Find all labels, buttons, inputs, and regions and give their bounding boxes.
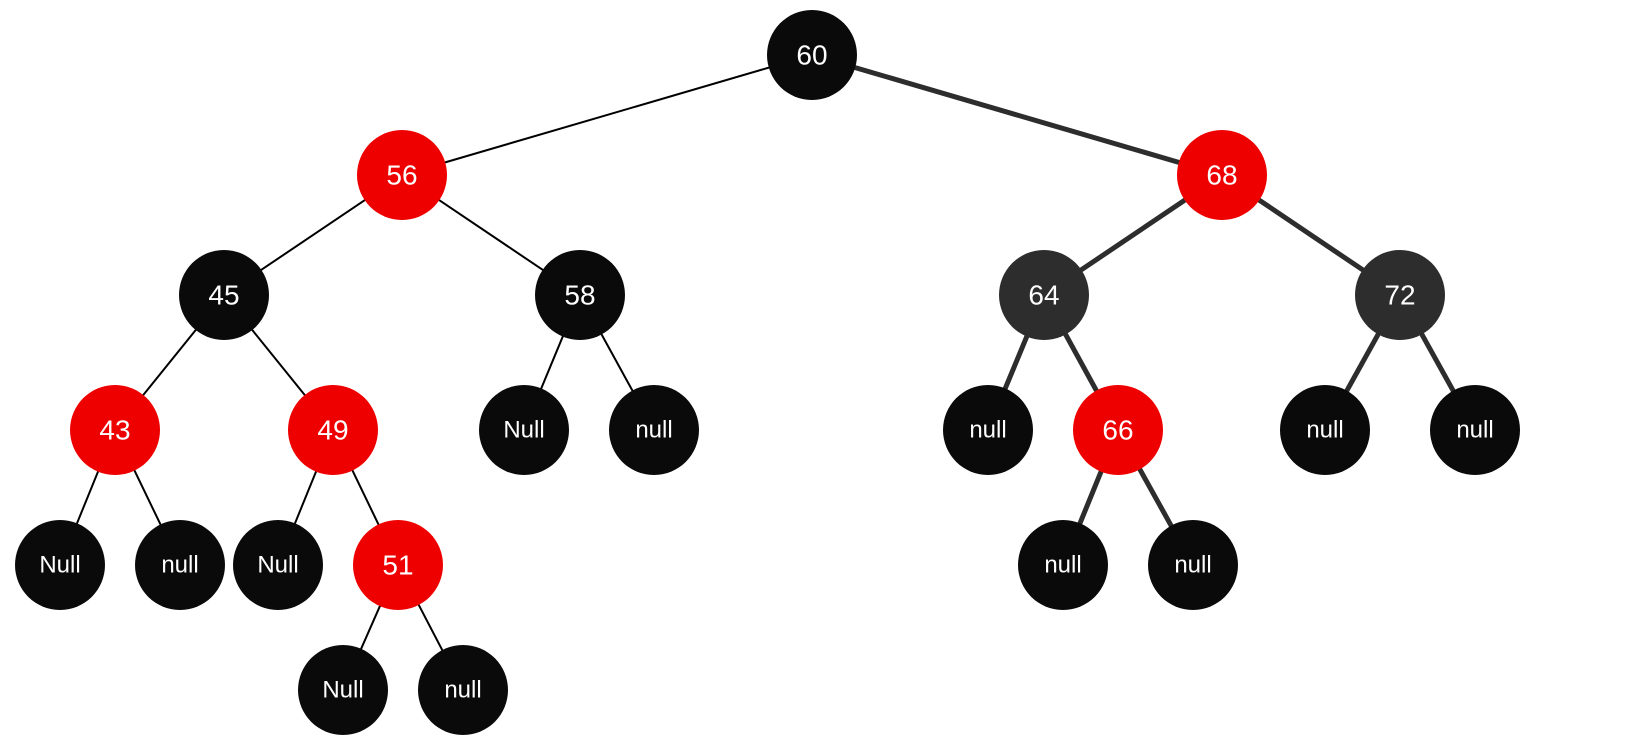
tree-node: 49 [288,385,378,475]
tree-edge [439,200,542,270]
tree-edge [77,472,98,524]
tree-null-node: Null [298,645,388,735]
tree-null-node: null [418,645,508,735]
tree-null-node: Null [15,520,105,610]
node-label: 72 [1384,280,1415,311]
null-label: Null [503,417,544,444]
tree-edge [295,472,316,524]
node-label: 68 [1206,160,1237,191]
tree-node: 58 [535,250,625,340]
node-label: 43 [99,415,130,446]
tree-edge [855,68,1179,163]
tree-edge [1080,472,1101,524]
tree-edge [541,337,563,389]
tree-edge [1005,337,1027,389]
node-label: 66 [1102,415,1133,446]
tree-node: 72 [1355,250,1445,340]
tree-edge [252,330,304,395]
node-label: 51 [382,550,413,581]
node-label: 58 [564,280,595,311]
red-black-tree-diagram: 60 56 68 45 58 64 72 43 49 Null null null 66 null null… [0,0,1625,742]
tree-node: 60 [767,10,857,100]
tree-edge [361,606,380,649]
tree-edge [419,605,442,650]
tree-edge [445,68,769,163]
node-label: 64 [1028,280,1059,311]
tree-nodes: 60 56 68 45 58 64 72 43 49 Null null null 66 null null… [15,10,1520,735]
tree-edge [261,200,364,270]
tree-edge [1081,200,1184,270]
tree-edge [135,471,161,525]
node-label: 60 [796,40,827,71]
tree-node: 45 [179,250,269,340]
tree-edge [1422,334,1453,390]
tree-null-node: Null [233,520,323,610]
tree-null-node: null [135,520,225,610]
node-label: 49 [317,415,348,446]
null-label: null [635,417,672,444]
null-label: null [161,552,198,579]
tree-null-node: null [1018,520,1108,610]
null-label: Null [39,552,80,579]
tree-node: 43 [70,385,160,475]
null-label: null [1306,417,1343,444]
null-label: null [1456,417,1493,444]
tree-node: 56 [357,130,447,220]
tree-edge [1140,469,1171,525]
tree-null-node: null [1280,385,1370,475]
tree-edge [1259,200,1362,270]
node-label: 56 [386,160,417,191]
tree-null-node: null [1148,520,1238,610]
tree-node: 68 [1177,130,1267,220]
null-label: Null [257,552,298,579]
null-label: null [444,677,481,704]
tree-null-node: null [609,385,699,475]
tree-null-node: null [943,385,1033,475]
tree-node: 64 [999,250,1089,340]
tree-null-node: Null [479,385,569,475]
tree-edge [1347,334,1378,390]
tree-edge [353,471,379,525]
tree-edge [1066,334,1097,390]
tree-edge [143,330,195,395]
null-label: null [1174,552,1211,579]
null-label: Null [322,677,363,704]
node-label: 45 [208,280,239,311]
tree-null-node: null [1430,385,1520,475]
tree-node: 51 [353,520,443,610]
tree-edge [602,334,633,390]
null-label: null [1044,552,1081,579]
null-label: null [969,417,1006,444]
tree-node: 66 [1073,385,1163,475]
